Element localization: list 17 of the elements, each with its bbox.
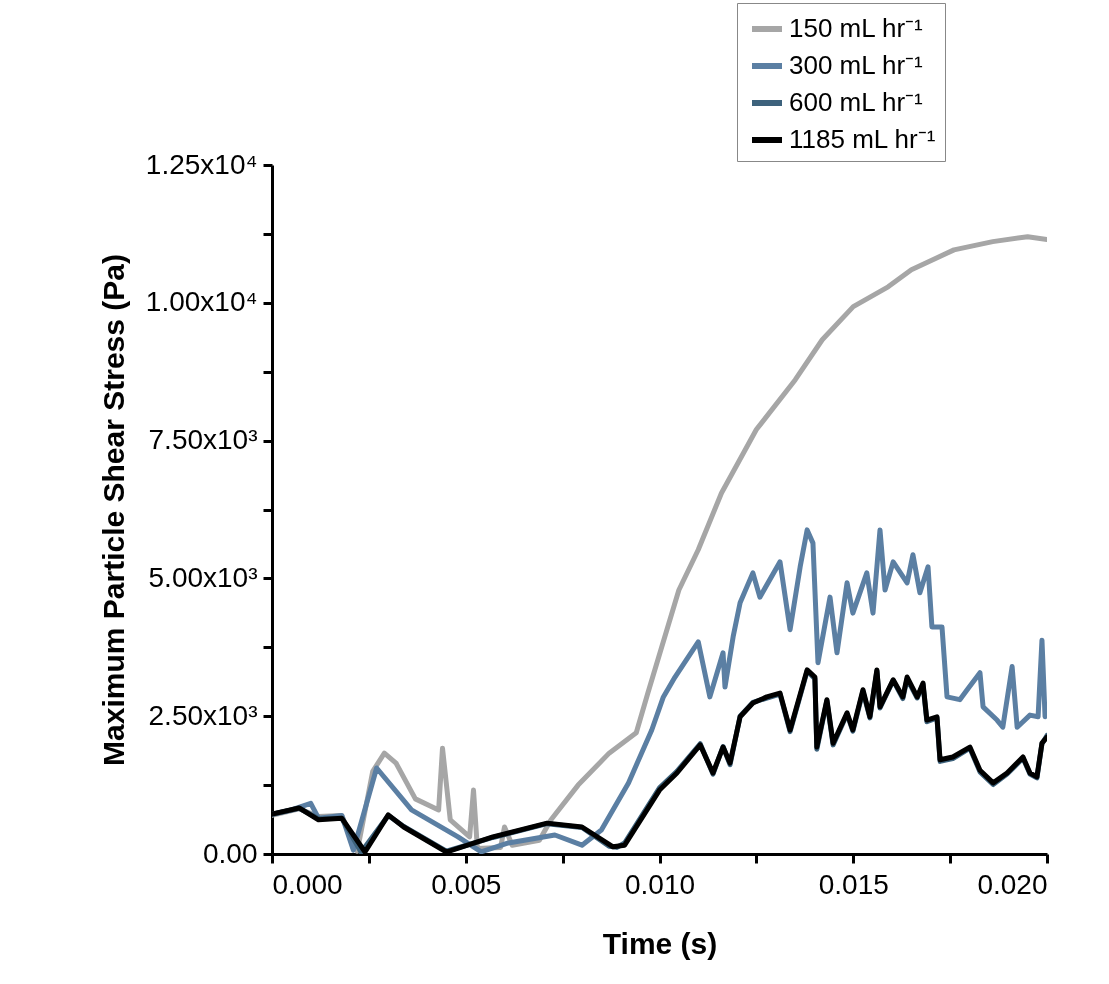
legend-label: 600 mL hr⁻¹ xyxy=(789,87,924,117)
x-tick-label: 0.000 xyxy=(272,868,343,900)
y-axis-title: Maximum Particle Shear Stress (Pa) xyxy=(96,254,130,766)
legend-label: 300 mL hr⁻¹ xyxy=(789,50,924,80)
x-axis-title: Time (s) xyxy=(602,926,718,960)
y-tick-label: 1.25x10⁴ xyxy=(145,148,258,180)
legend-label: 1185 mL hr⁻¹ xyxy=(789,124,936,154)
y-tick-label: 5.00x10³ xyxy=(148,561,258,593)
y-tick-label: 2.50x10³ xyxy=(148,699,258,731)
x-tick-label: 0.010 xyxy=(624,868,696,900)
legend-label: 150 mL hr⁻¹ xyxy=(789,13,924,43)
y-tick-label: 1.00x10⁴ xyxy=(145,286,258,318)
x-tick-label: 0.020 xyxy=(977,868,1048,900)
y-tick-label: 7.50x10³ xyxy=(148,424,258,456)
x-tick-label: 0.015 xyxy=(818,868,889,900)
x-tick-label: 0.005 xyxy=(431,868,502,900)
y-tick-label: 0.00 xyxy=(203,837,258,869)
